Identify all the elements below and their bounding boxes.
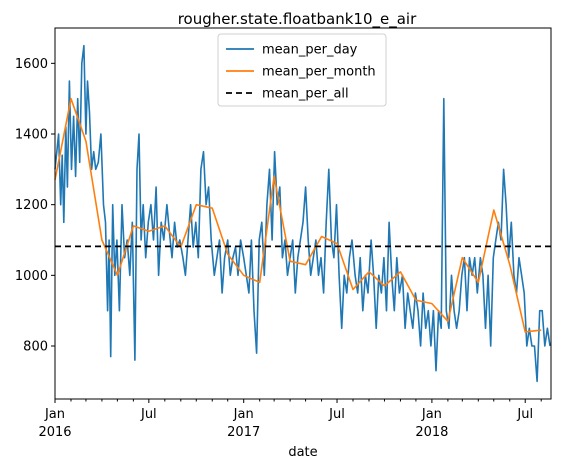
x-tick-year-label: 2018 bbox=[415, 425, 448, 440]
x-axis: Jan 2016 Jul Jan 2017 Jul Jan 2018 Jul bbox=[38, 399, 542, 440]
y-tick-label: 800 bbox=[23, 340, 48, 355]
legend-box bbox=[217, 33, 387, 107]
plot-frame bbox=[54, 27, 552, 400]
y-tick-label: 1400 bbox=[15, 128, 48, 143]
x-tick-year-label: 2017 bbox=[227, 425, 260, 440]
x-tick-year-label: 2016 bbox=[38, 425, 71, 440]
y-tick-label: 1200 bbox=[15, 198, 48, 213]
legend: mean_per_day mean_per_month mean_per_all bbox=[217, 33, 387, 107]
y-axis: 800 1000 1200 1400 1600 bbox=[15, 57, 55, 355]
y-tick-label: 1600 bbox=[15, 57, 48, 72]
legend-label: mean_per_day bbox=[262, 43, 358, 58]
x-tick-label: Jul bbox=[140, 407, 157, 422]
y-tick-label: 1000 bbox=[15, 269, 48, 284]
x-tick-label: Jan bbox=[44, 407, 65, 422]
chart-title: rougher.state.floatbank10_e_air bbox=[178, 10, 417, 29]
x-tick-label: Jul bbox=[516, 407, 533, 422]
plot-area bbox=[54, 44, 551, 383]
x-tick-label: Jan bbox=[421, 407, 442, 422]
x-tick-label: Jan bbox=[233, 407, 254, 422]
legend-label: mean_per_month bbox=[262, 65, 376, 80]
legend-label: mean_per_all bbox=[262, 87, 349, 102]
x-tick-label: Jul bbox=[328, 407, 345, 422]
series-line-mean-per-day bbox=[54, 44, 551, 383]
series-line-mean-per-month bbox=[54, 97, 542, 333]
x-axis-label: date bbox=[288, 445, 317, 460]
